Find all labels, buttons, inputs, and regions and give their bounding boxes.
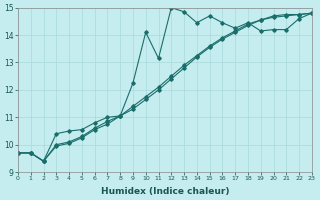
X-axis label: Humidex (Indice chaleur): Humidex (Indice chaleur) [101, 187, 229, 196]
